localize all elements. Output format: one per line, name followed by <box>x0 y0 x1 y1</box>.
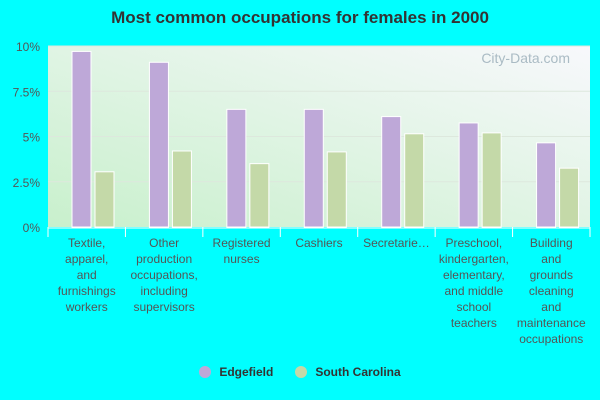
x-tick-label: Preschool, kindergarten, elementary, and mi… <box>439 236 509 330</box>
legend-item: Edgefield <box>199 365 273 379</box>
bar-south-carolina <box>171 150 192 228</box>
bar-edgefield <box>71 50 92 228</box>
x-tick-label: Building and grounds cleaning and maintenance… <box>517 236 586 346</box>
watermark: City-Data.com <box>481 50 570 66</box>
bar-south-carolina <box>326 151 347 228</box>
x-tick-label: Textile, apparel, and furnishings workers <box>58 236 116 314</box>
bar-edgefield <box>458 122 479 228</box>
x-tick-label: Registered nurses <box>213 236 271 266</box>
legend-label: South Carolina <box>315 365 401 379</box>
bar-south-carolina <box>94 171 115 228</box>
bar-edgefield <box>536 142 557 228</box>
legend-label: Edgefield <box>219 365 274 379</box>
bar-edgefield <box>303 108 324 228</box>
legend-swatch <box>295 366 308 378</box>
y-tick-label: 0% <box>23 221 41 235</box>
y-tick-label: 5% <box>23 131 41 145</box>
bar-south-carolina <box>559 167 580 228</box>
x-tick-label: Other production occupations, including supe… <box>130 236 197 314</box>
legend-item: South Carolina <box>295 365 401 379</box>
bar-south-carolina <box>249 163 270 228</box>
bar-edgefield <box>226 108 247 228</box>
legend-swatch <box>199 366 212 378</box>
chart-title: Most common occupations for females in 2… <box>111 8 489 27</box>
x-tick-label: Cashiers <box>295 236 342 250</box>
y-tick-label: 7.5% <box>13 85 41 99</box>
bar-edgefield <box>381 116 402 228</box>
bar-south-carolina <box>404 133 425 228</box>
bar-south-carolina <box>481 132 502 228</box>
legend: Edgefield South Carolina <box>0 365 600 379</box>
y-tick-label: 2.5% <box>13 176 41 190</box>
bar-edgefield <box>148 61 169 228</box>
y-tick-label: 10% <box>16 40 40 54</box>
x-tick-label: Secretarie… <box>363 236 430 250</box>
